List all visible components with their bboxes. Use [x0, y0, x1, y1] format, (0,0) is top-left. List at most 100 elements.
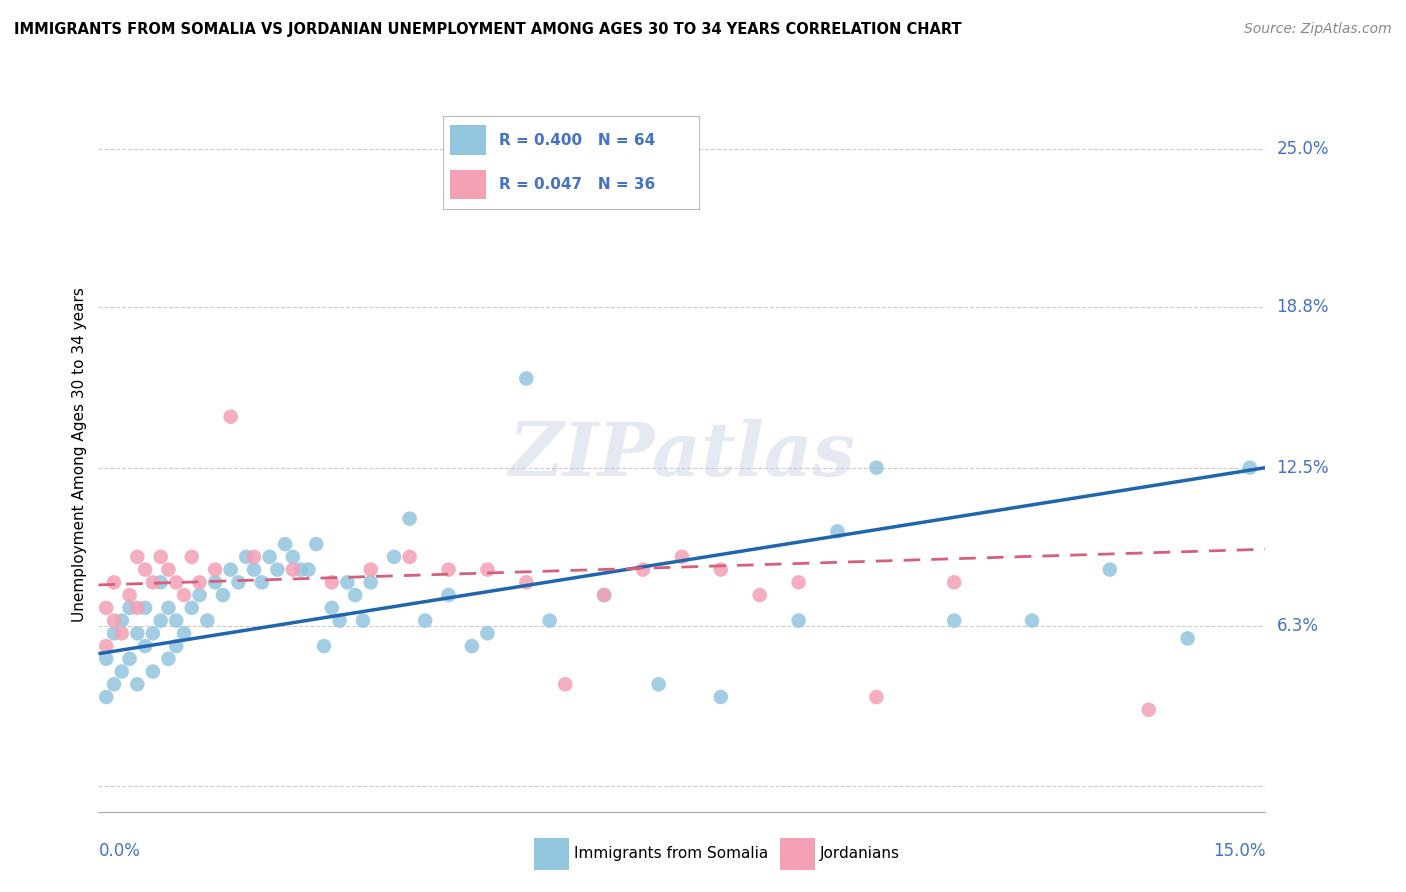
Point — [96, 639, 118, 653]
Point — [360, 563, 382, 577]
Point — [748, 588, 770, 602]
Point — [103, 677, 125, 691]
Text: R = 0.400   N = 64: R = 0.400 N = 64 — [499, 133, 655, 147]
Point — [195, 614, 218, 628]
Text: 12.5%: 12.5% — [1277, 458, 1329, 476]
Point — [243, 549, 266, 564]
Point — [297, 563, 319, 577]
Point — [671, 549, 693, 564]
Point — [149, 575, 172, 590]
Point — [382, 549, 405, 564]
Point — [235, 549, 257, 564]
Point — [149, 549, 172, 564]
Text: R = 0.047   N = 36: R = 0.047 N = 36 — [499, 178, 655, 192]
Point — [312, 639, 335, 653]
Point — [111, 614, 134, 628]
Point — [281, 549, 304, 564]
Point — [1137, 703, 1160, 717]
Point — [1098, 563, 1121, 577]
Point — [157, 600, 180, 615]
Point — [787, 614, 810, 628]
Point — [219, 409, 242, 424]
Point — [710, 563, 733, 577]
Point — [142, 626, 165, 640]
Point — [477, 563, 499, 577]
Point — [212, 588, 235, 602]
Point — [127, 600, 149, 615]
Point — [250, 575, 273, 590]
Point — [149, 614, 172, 628]
Point — [647, 677, 669, 691]
Point — [188, 588, 211, 602]
Point — [118, 600, 141, 615]
Point — [413, 614, 436, 628]
Point — [188, 575, 211, 590]
Y-axis label: Unemployment Among Ages 30 to 34 years: Unemployment Among Ages 30 to 34 years — [72, 287, 87, 623]
Point — [554, 677, 576, 691]
Point — [398, 511, 420, 525]
Point — [134, 600, 156, 615]
Point — [398, 549, 420, 564]
Point — [266, 563, 288, 577]
Point — [631, 563, 654, 577]
Point — [204, 563, 226, 577]
Text: Jordanians: Jordanians — [820, 847, 900, 861]
Point — [344, 588, 367, 602]
Point — [180, 600, 202, 615]
Point — [165, 614, 187, 628]
Point — [281, 563, 304, 577]
Point — [173, 588, 195, 602]
Point — [943, 575, 966, 590]
Text: Source: ZipAtlas.com: Source: ZipAtlas.com — [1244, 22, 1392, 37]
Point — [336, 575, 359, 590]
Point — [329, 614, 352, 628]
Point — [515, 371, 537, 385]
Text: Immigrants from Somalia: Immigrants from Somalia — [574, 847, 768, 861]
Point — [134, 563, 156, 577]
Point — [96, 690, 118, 704]
Point — [710, 690, 733, 704]
Point — [173, 626, 195, 640]
Point — [593, 588, 616, 602]
Point — [103, 626, 125, 640]
Point — [111, 626, 134, 640]
Point — [437, 588, 460, 602]
Text: IMMIGRANTS FROM SOMALIA VS JORDANIAN UNEMPLOYMENT AMONG AGES 30 TO 34 YEARS CORR: IMMIGRANTS FROM SOMALIA VS JORDANIAN UNE… — [14, 22, 962, 37]
Point — [321, 600, 343, 615]
Point — [165, 639, 187, 653]
Point — [274, 537, 297, 551]
Point — [305, 537, 328, 551]
Point — [219, 563, 242, 577]
Text: 25.0%: 25.0% — [1277, 140, 1329, 158]
Point — [1021, 614, 1043, 628]
Point — [787, 575, 810, 590]
Point — [477, 626, 499, 640]
Point — [111, 665, 134, 679]
Point — [180, 549, 202, 564]
Point — [96, 600, 118, 615]
Point — [352, 614, 374, 628]
Point — [360, 575, 382, 590]
Point — [259, 549, 281, 564]
Point — [865, 460, 887, 475]
Text: 0.0%: 0.0% — [98, 842, 141, 860]
Point — [165, 575, 187, 590]
Point — [321, 575, 343, 590]
Point — [865, 690, 887, 704]
Point — [118, 588, 141, 602]
Text: 18.8%: 18.8% — [1277, 298, 1329, 316]
Point — [127, 549, 149, 564]
Point — [157, 652, 180, 666]
Point — [142, 575, 165, 590]
Point — [461, 639, 484, 653]
Point — [204, 575, 226, 590]
Point — [96, 652, 118, 666]
Point — [827, 524, 849, 539]
Point — [593, 588, 616, 602]
Point — [142, 665, 165, 679]
Text: 6.3%: 6.3% — [1277, 616, 1319, 635]
Point — [290, 563, 312, 577]
Point — [118, 652, 141, 666]
Point — [157, 563, 180, 577]
Point — [437, 563, 460, 577]
